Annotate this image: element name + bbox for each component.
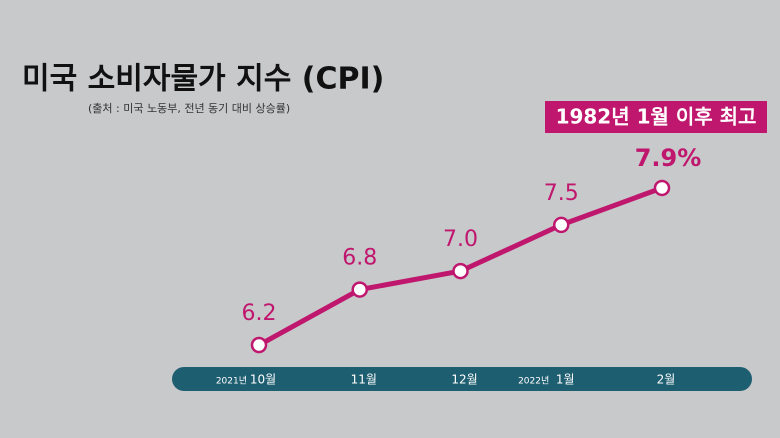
x-tick-label: 2월 bbox=[657, 373, 676, 387]
x-year-label: 2022년 bbox=[518, 376, 549, 387]
data-point bbox=[250, 336, 268, 354]
value-label: 7.5 bbox=[544, 181, 579, 206]
data-point bbox=[653, 179, 671, 197]
chart-title: 미국 소비자물가 지수 (CPI) bbox=[22, 62, 384, 97]
x-year-label: 2021년 bbox=[216, 376, 247, 387]
x-tick-label: 1월 bbox=[556, 373, 575, 387]
x-tick-label: 10월 bbox=[250, 373, 276, 387]
x-tick-label: 11월 bbox=[351, 373, 377, 387]
data-point bbox=[452, 262, 469, 280]
value-label: 6.8 bbox=[342, 246, 377, 271]
value-label: 7.9% bbox=[635, 144, 702, 172]
value-label: 7.0 bbox=[443, 227, 478, 252]
chart-subtitle: (출처 : 미국 노동부, 전년 동기 대비 상승률) bbox=[88, 102, 290, 115]
x-tick-label: 12월 bbox=[451, 373, 477, 387]
value-label: 6.2 bbox=[242, 301, 277, 326]
data-point bbox=[553, 216, 570, 234]
annotation: 1982년 1월 이후 최고 bbox=[556, 105, 757, 129]
x-axis-band bbox=[172, 367, 752, 391]
annotation-box bbox=[545, 101, 767, 133]
data-point bbox=[351, 281, 368, 298]
